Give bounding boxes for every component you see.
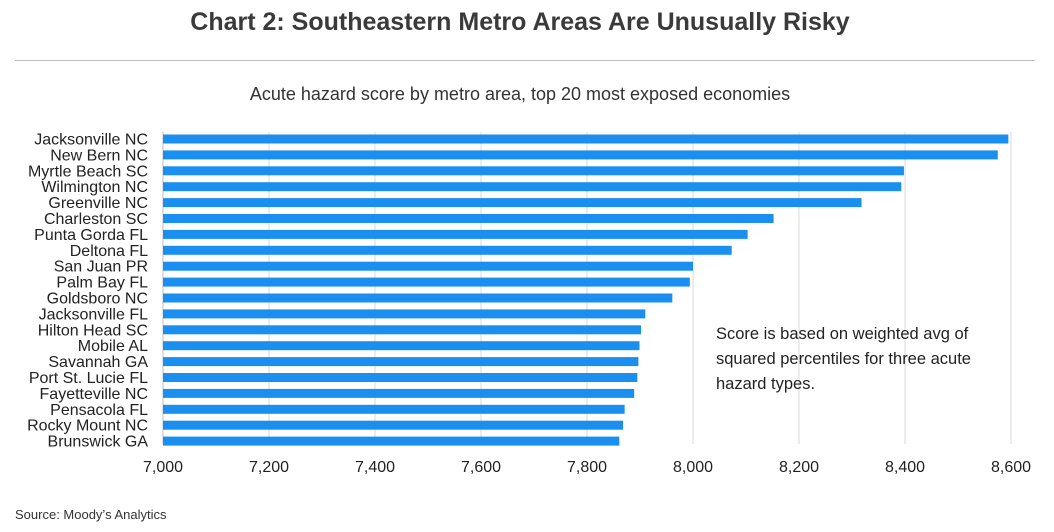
category-label: Goldsboro NC <box>47 291 148 308</box>
bar <box>163 325 642 335</box>
category-label: New Bern NC <box>50 147 148 164</box>
x-tick-label: 8,600 <box>991 459 1031 476</box>
chart-title: Chart 2: Southeastern Metro Areas Are Un… <box>190 8 850 36</box>
source-note: Source: Moody’s Analytics <box>15 507 167 522</box>
annotation-line: Score is based on weighted avg of <box>716 325 969 343</box>
bar <box>163 214 774 223</box>
bar <box>163 293 673 303</box>
category-label: Charleston SC <box>44 211 148 228</box>
category-label: San Juan PR <box>54 259 148 276</box>
x-tick-label: 7,000 <box>143 459 183 476</box>
bar <box>163 357 639 367</box>
x-tick-label: 7,200 <box>249 459 289 476</box>
category-label: Savannah GA <box>48 354 148 371</box>
category-label: Mobile AL <box>78 338 148 355</box>
bar <box>163 166 904 176</box>
bar <box>163 341 640 351</box>
category-label: Pensacola FL <box>50 402 148 419</box>
bar <box>163 277 690 287</box>
bar <box>163 404 625 414</box>
x-tick-label: 8,000 <box>673 459 713 476</box>
bar <box>163 388 635 398</box>
x-tick-label: 7,400 <box>355 459 395 476</box>
bar <box>163 309 646 319</box>
category-label: Port St. Lucie FL <box>29 370 148 387</box>
bar <box>163 182 902 192</box>
annotation-line: hazard types. <box>716 375 815 393</box>
x-tick-label: 8,400 <box>885 459 925 476</box>
title-divider <box>15 60 1035 61</box>
category-label: Brunswick GA <box>48 434 149 451</box>
category-label: Jacksonville FL <box>39 306 148 323</box>
category-label: Deltona FL <box>70 243 148 260</box>
category-label: Fayetteville NC <box>40 386 148 403</box>
category-label: Rocky Mount NC <box>27 418 148 435</box>
chart-subtitle: Acute hazard score by metro area, top 20… <box>249 84 791 104</box>
category-label: Wilmington NC <box>41 179 148 196</box>
bar <box>163 420 624 430</box>
x-axis-tick-labels: 7,000 7,200 7,400 7,600 7,800 8,000 8,200 8,400… <box>143 459 1031 476</box>
category-label: Punta Gorda FL <box>34 227 148 244</box>
bar <box>163 198 862 208</box>
category-label: Palm Bay FL <box>56 275 148 292</box>
bar <box>163 134 1009 144</box>
bar <box>163 245 732 255</box>
annotation-note: Score is based on weighted avg of square… <box>716 325 971 393</box>
category-label: Myrtle Beach SC <box>28 163 148 180</box>
bar <box>163 229 748 239</box>
category-label: Jacksonville NC <box>34 132 148 149</box>
x-tick-label: 7,800 <box>567 459 607 476</box>
annotation-line: squared percentiles for three acute <box>716 350 971 368</box>
x-tick-label: 7,600 <box>461 459 501 476</box>
x-tick-label: 8,200 <box>779 459 819 476</box>
category-label: Greenville NC <box>48 195 148 212</box>
bars <box>163 134 1009 446</box>
bar <box>163 373 638 382</box>
bar <box>163 436 620 446</box>
bar <box>163 261 693 271</box>
category-label: Hilton Head SC <box>38 322 148 339</box>
bar <box>163 150 998 160</box>
